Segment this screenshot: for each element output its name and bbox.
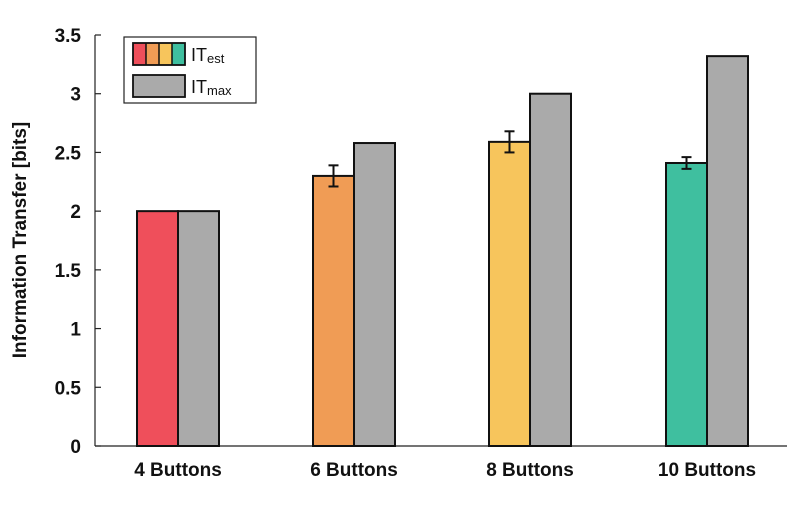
y-tick-label: 0 — [70, 437, 81, 458]
x-category-label: 6 Buttons — [310, 460, 398, 481]
x-category-labels: 4 Buttons 6 Buttons 8 Buttons 10 Buttons — [134, 460, 756, 481]
legend-label-sub: est — [207, 51, 225, 66]
legend-swatch-itest-segment — [172, 43, 185, 65]
y-tick-label: 1 — [70, 320, 81, 341]
bar-itest-4 — [665, 161, 708, 448]
y-tick-label: 2.5 — [55, 143, 82, 164]
legend-label-itest: ITest — [191, 45, 225, 66]
legend-swatch-itest-segment — [159, 43, 172, 65]
bar-itest-3 — [488, 140, 531, 448]
x-category-label: 10 Buttons — [658, 460, 756, 481]
legend-label-sub: max — [207, 83, 232, 98]
bar-itmax-3 — [529, 92, 572, 447]
bar-itest-1 — [136, 210, 179, 447]
legend-label-main: IT — [191, 45, 207, 65]
legend-swatch-itest-segment — [133, 43, 146, 65]
y-tick-label: 3 — [70, 85, 81, 106]
y-tick-label: 1.5 — [55, 261, 82, 282]
bar-itmax-4 — [706, 55, 749, 447]
y-tick-label: 2 — [70, 202, 81, 223]
x-category-label: 8 Buttons — [486, 460, 574, 481]
bars — [136, 55, 749, 448]
legend-label-itmax: ITmax — [191, 77, 232, 98]
y-tick-label: 0.5 — [55, 378, 82, 399]
y-ticks: 0 0.5 1 1.5 2 2.5 3 3.5 — [55, 26, 101, 458]
legend-swatch-itest — [132, 42, 186, 66]
y-tick-label: 3.5 — [55, 26, 82, 47]
error-bars — [328, 130, 692, 188]
bar-itest-2 — [312, 174, 355, 448]
y-axis-title: Information Transfer [bits] — [10, 122, 31, 358]
bar-itmax-1 — [177, 210, 220, 447]
bar-itmax-2 — [353, 142, 396, 448]
x-category-label: 4 Buttons — [134, 460, 222, 481]
legend-swatch-itmax — [132, 74, 186, 98]
legend-label-main: IT — [191, 77, 207, 97]
legend-swatch-itest-segment — [146, 43, 159, 65]
